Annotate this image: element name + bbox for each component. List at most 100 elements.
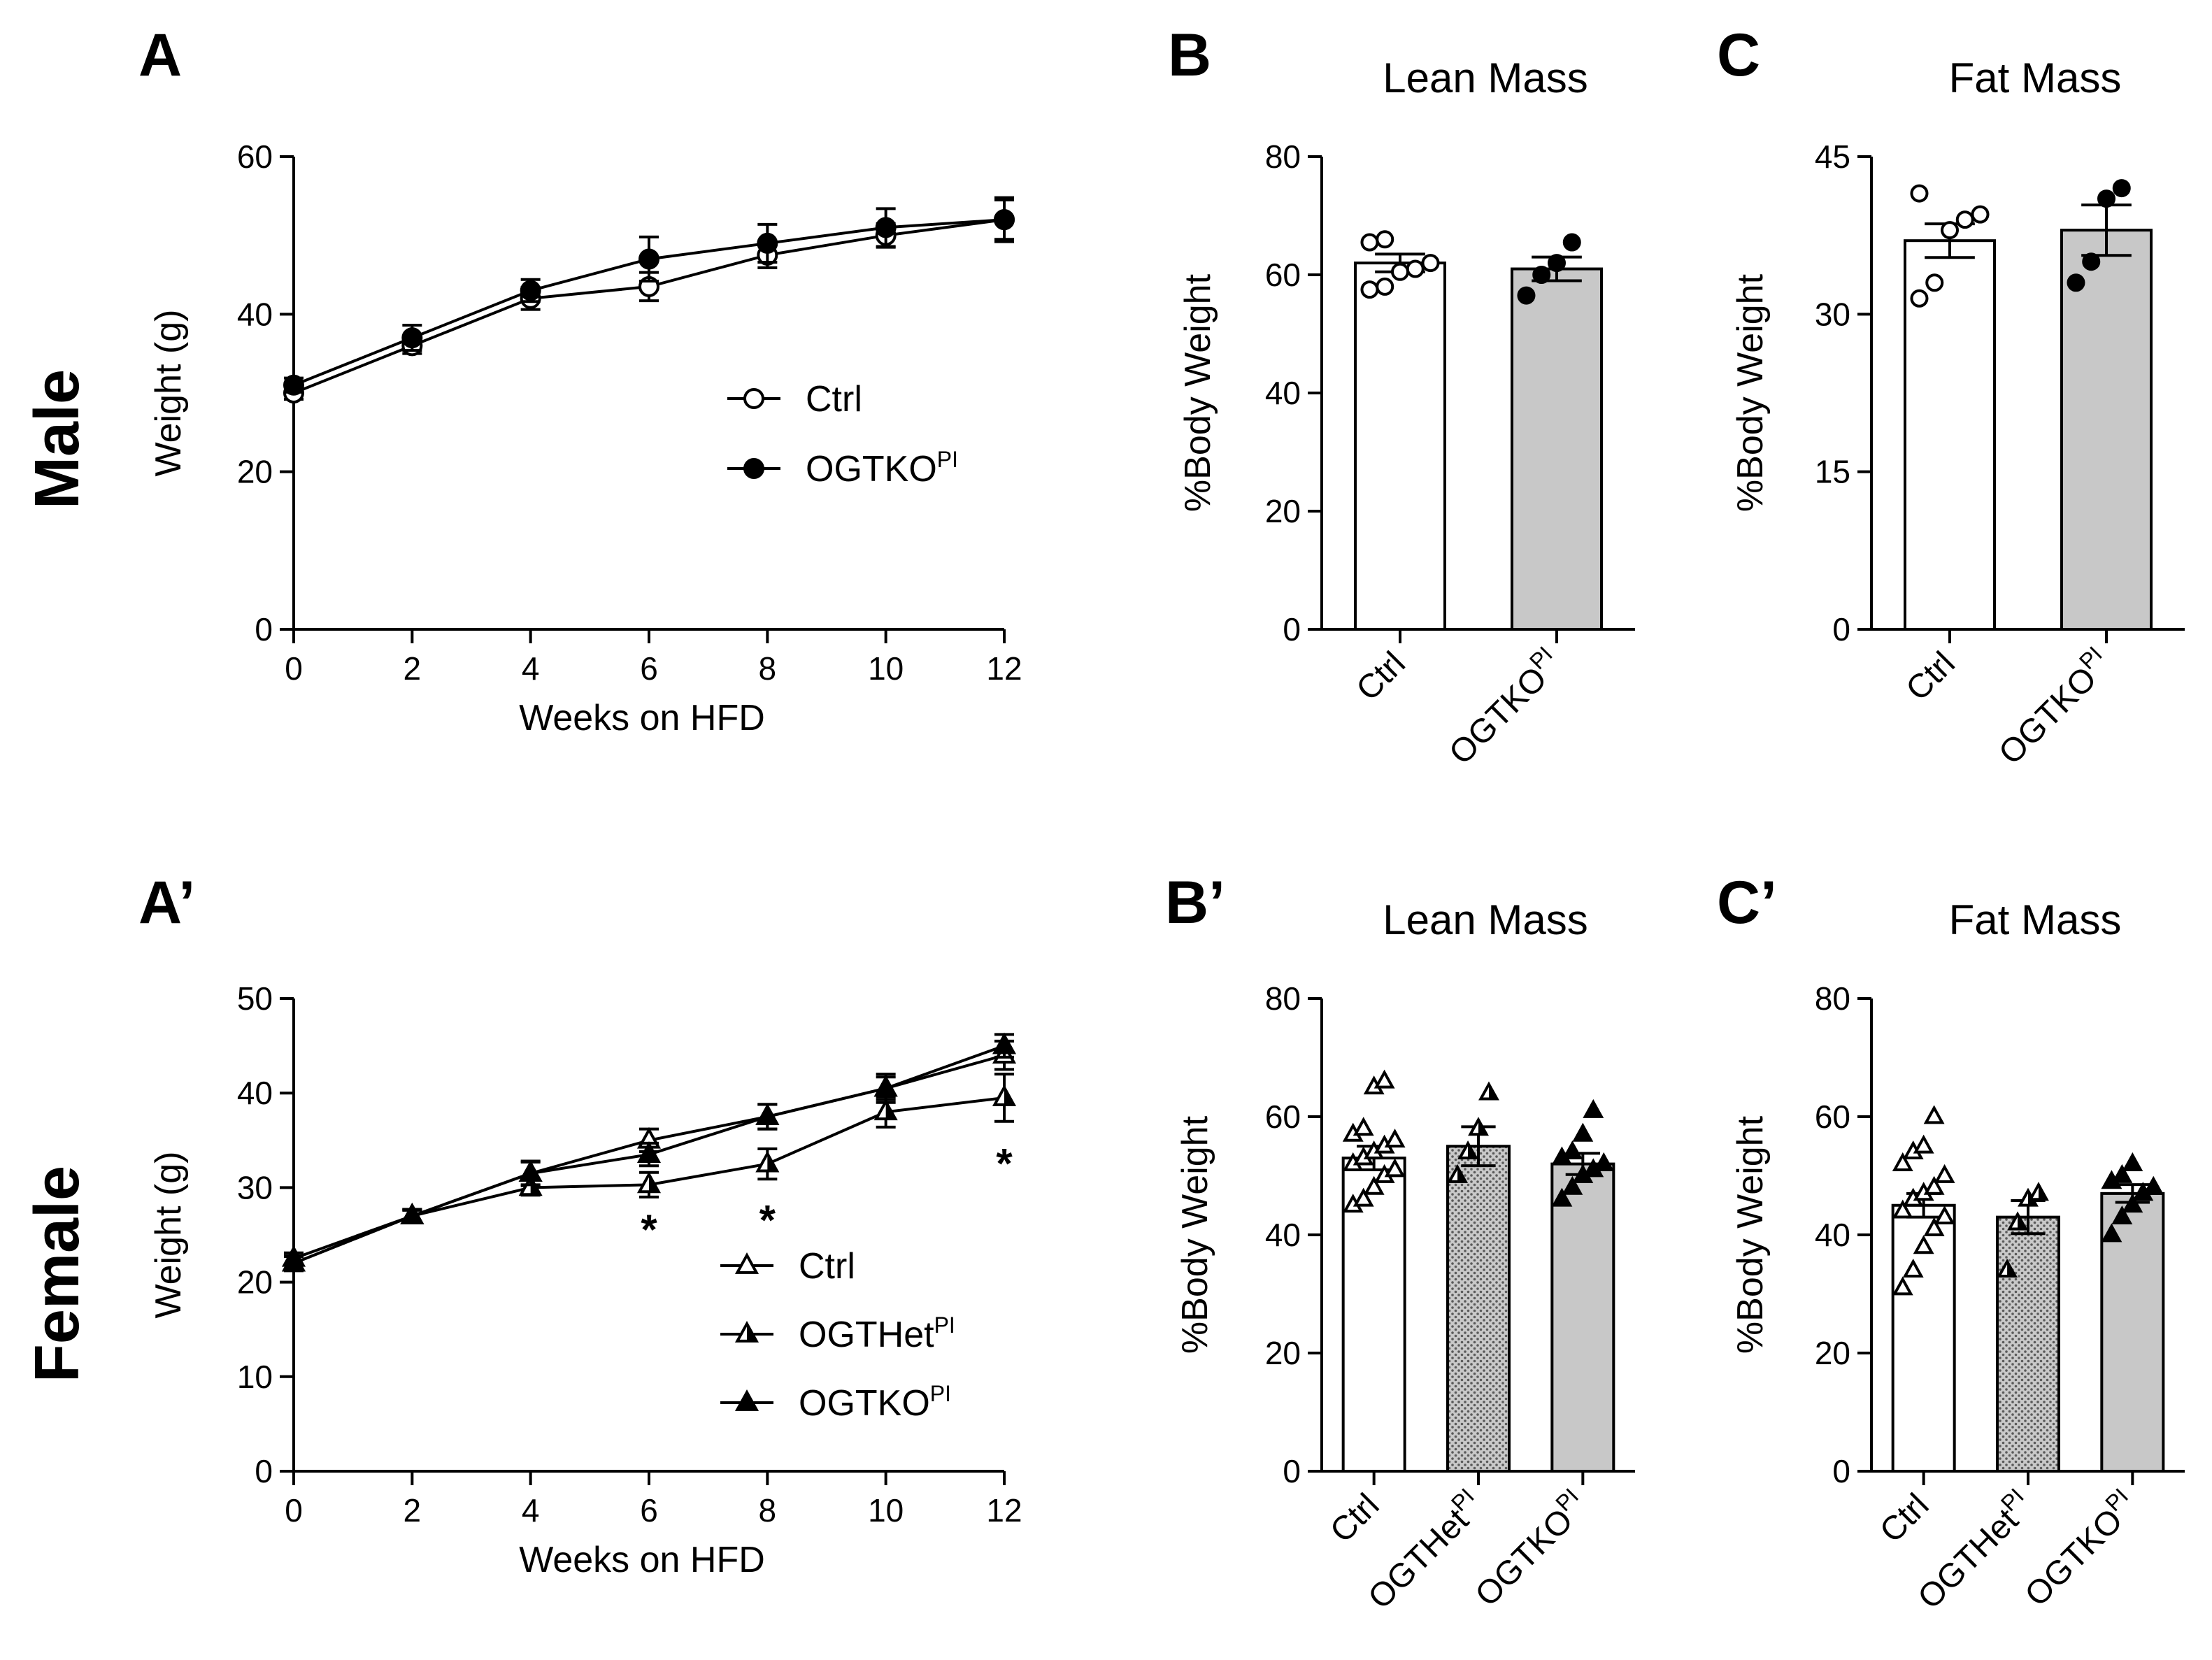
data-point <box>1913 1134 1934 1154</box>
series-ogtko <box>283 198 1015 396</box>
y-tick-label: 40 <box>237 1075 273 1111</box>
x-tick-label: 12 <box>986 650 1022 687</box>
panel-C: C %Body Weight Fat Mass 0 15 30 45 Ctrl OGTKOPI <box>1717 22 2185 772</box>
y-tick-label: 0 <box>255 611 273 647</box>
x-tick-label: 4 <box>522 650 540 687</box>
data-point-fill <box>1004 1087 1014 1105</box>
data-point <box>1923 1175 1945 1195</box>
data-point <box>2111 1164 2133 1183</box>
data-point <box>638 248 659 270</box>
data-point-fill <box>1457 1166 1466 1182</box>
data-point <box>400 1203 424 1224</box>
data-point-fill <box>767 1153 777 1171</box>
x-axis-label: Weeks on HFD <box>519 1540 765 1580</box>
y-tick-label: 20 <box>237 1264 273 1301</box>
data-point <box>1360 280 1379 299</box>
y-tick-label: 40 <box>237 296 273 332</box>
x-tick-label: 6 <box>640 1492 658 1529</box>
y-tick-label: 20 <box>237 454 273 490</box>
row-label-male: Male <box>22 369 92 509</box>
data-point <box>1532 266 1551 284</box>
data-point <box>1551 1187 1573 1207</box>
panel-B2: B’ %Body Weight Lean Mass 0 20 40 60 80 CtrlOGTH… <box>1165 869 1635 1617</box>
panel-title: Lean Mass <box>1383 896 1588 943</box>
legend-label: OGTHetPI <box>799 1312 955 1355</box>
x-category-label: OGTHetPI <box>1358 1483 1491 1616</box>
data-point <box>1478 1081 1499 1101</box>
bar-ogthet <box>1996 1215 2060 1473</box>
legend: Ctrl OGTHetPI OGTKOPI <box>720 1246 955 1424</box>
x-tick-label: 0 <box>285 650 303 687</box>
data-point <box>1353 1187 1374 1207</box>
data-point-fill <box>2007 1261 2015 1277</box>
legend-marker <box>734 1389 759 1411</box>
data-point <box>1892 1152 1913 1171</box>
data-point <box>1971 205 1990 224</box>
data-point <box>401 327 423 349</box>
data-point <box>873 1075 898 1097</box>
bar-ogtko <box>2060 229 2153 631</box>
data-point <box>1910 289 1929 308</box>
data-point <box>1548 254 1566 273</box>
data-point <box>2111 1205 2133 1225</box>
data-point <box>1892 1276 1913 1296</box>
data-point <box>1562 1175 1583 1195</box>
row-label-female: Female <box>22 1166 92 1382</box>
data-point <box>636 1141 662 1163</box>
data-point <box>636 1171 662 1194</box>
y-axis-label: %Body Weight <box>1178 273 1218 512</box>
series-ogtko <box>281 1032 1017 1272</box>
y-axis-label: %Body Weight <box>1730 273 1771 512</box>
y-tick-label: 50 <box>237 980 273 1017</box>
y-tick-label: 60 <box>237 138 273 175</box>
data-point <box>2097 189 2115 208</box>
data-point <box>1941 221 1959 240</box>
y-tick-label: 60 <box>1265 1099 1301 1135</box>
legend-label: OGTKOPI <box>806 447 958 489</box>
panel-A2: A’ Weight (g) 0 10 20 30 40 50 0 2 4 6 8 10 12 Weeks on… <box>138 869 1022 1580</box>
data-point <box>1468 1117 1489 1136</box>
data-point <box>875 217 897 238</box>
data-point <box>757 232 778 254</box>
legend-label: OGTKOPI <box>799 1381 951 1424</box>
panel-letter: C <box>1717 22 1760 89</box>
x-tick-label: 10 <box>868 1492 904 1529</box>
y-tick-label: 10 <box>237 1359 273 1395</box>
data-point <box>2143 1175 2164 1195</box>
panel-letter: B’ <box>1165 869 1225 936</box>
y-tick-label: 30 <box>1815 296 1850 332</box>
x-category-label: OGTKOPI <box>1988 641 2118 771</box>
y-tick-label: 60 <box>1265 257 1301 293</box>
data-point <box>1955 210 1974 229</box>
x-axis-label: Weeks on HFD <box>519 698 765 738</box>
data-point <box>1910 184 1929 203</box>
y-tick-label: 80 <box>1265 980 1301 1017</box>
y-tick-label: 40 <box>1265 375 1301 411</box>
y-tick-label: 80 <box>1265 138 1301 175</box>
legend-label: Ctrl <box>799 1246 855 1287</box>
significance-star: * <box>759 1197 776 1244</box>
y-tick-label: 0 <box>1283 611 1301 647</box>
data-point <box>1447 1164 1469 1183</box>
data-point <box>520 280 541 301</box>
panel-C2: C’ %Body Weight Fat Mass 0 20 40 60 80 CtrlOGTHe… <box>1717 869 2185 1617</box>
y-axis-label: %Body Weight <box>1175 1115 1215 1354</box>
y-tick-label: 0 <box>1832 1453 1850 1489</box>
data-point <box>1902 1259 1924 1278</box>
data-point <box>1391 262 1409 281</box>
x-category-label: OGTKOPI <box>1439 641 1569 771</box>
y-tick-label: 45 <box>1815 138 1850 175</box>
data-point <box>1562 1140 1583 1160</box>
data-point <box>1923 1217 1945 1236</box>
data-point-fill <box>2038 1185 2047 1200</box>
data-point <box>1384 1129 1406 1148</box>
y-axis-label: Weight (g) <box>148 1152 189 1319</box>
y-tick-label: 20 <box>1265 1335 1301 1371</box>
x-tick-label: 2 <box>404 650 422 687</box>
panel-B: B %Body Weight Lean Mass 0 20 40 60 80 Ctrl OGTKO… <box>1168 22 1635 772</box>
legend-marker-fill <box>747 1324 757 1341</box>
x-tick-label: 8 <box>759 650 777 687</box>
data-point <box>1363 1175 1385 1195</box>
x-tick-label: 12 <box>986 1492 1022 1529</box>
